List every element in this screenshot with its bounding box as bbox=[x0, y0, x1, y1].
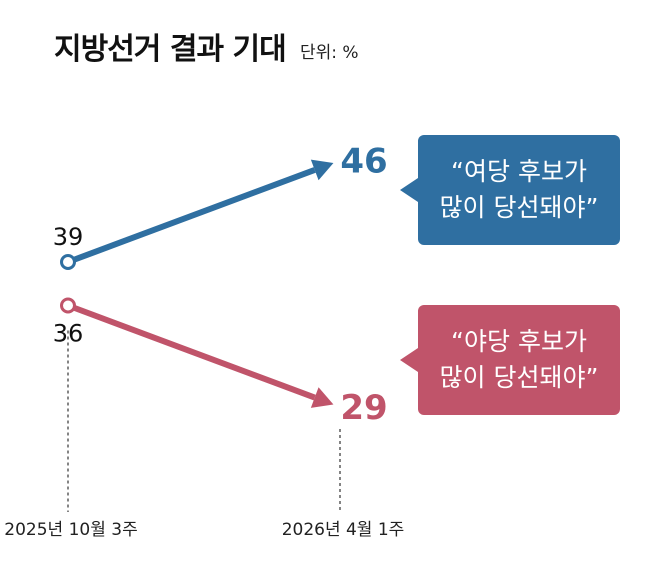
callout-ruling-line1: “여당 후보가 bbox=[451, 156, 587, 186]
chart-title: 지방선거 결과 기대 bbox=[54, 32, 287, 67]
callout-ruling-line2: 많이 당선돼야” bbox=[439, 193, 599, 222]
series-arrowhead-ruling bbox=[310, 159, 334, 181]
callout-opposition-tail bbox=[400, 348, 418, 372]
series-line-opposition bbox=[66, 302, 316, 401]
series-start-point-ruling bbox=[60, 254, 76, 270]
series-line-ruling bbox=[66, 167, 316, 265]
data-label-start-ruling: 39 bbox=[53, 223, 84, 251]
series-start-point-opposition bbox=[60, 297, 76, 314]
callout-ruling: “여당 후보가 많이 당선돼야” bbox=[400, 135, 620, 245]
callout-opposition-line1: “야당 후보가 bbox=[451, 326, 587, 356]
series-arrowhead-opposition bbox=[310, 387, 334, 408]
callout-opposition: “야당 후보가 많이 당선돼야” bbox=[400, 305, 620, 415]
callout-ruling-tail bbox=[400, 178, 418, 202]
x-tick-label: 2026년 4월 1주 bbox=[282, 520, 405, 540]
data-label-start-opposition: 36 bbox=[53, 320, 84, 348]
callout-opposition-line2: 많이 당선돼야” bbox=[439, 363, 599, 392]
data-label-end-ruling: 46 bbox=[340, 142, 387, 182]
x-tick-label: 2025년 10월 3주 bbox=[4, 520, 137, 540]
unit-label: 단위: % bbox=[300, 43, 359, 63]
data-label-end-opposition: 29 bbox=[340, 388, 387, 428]
